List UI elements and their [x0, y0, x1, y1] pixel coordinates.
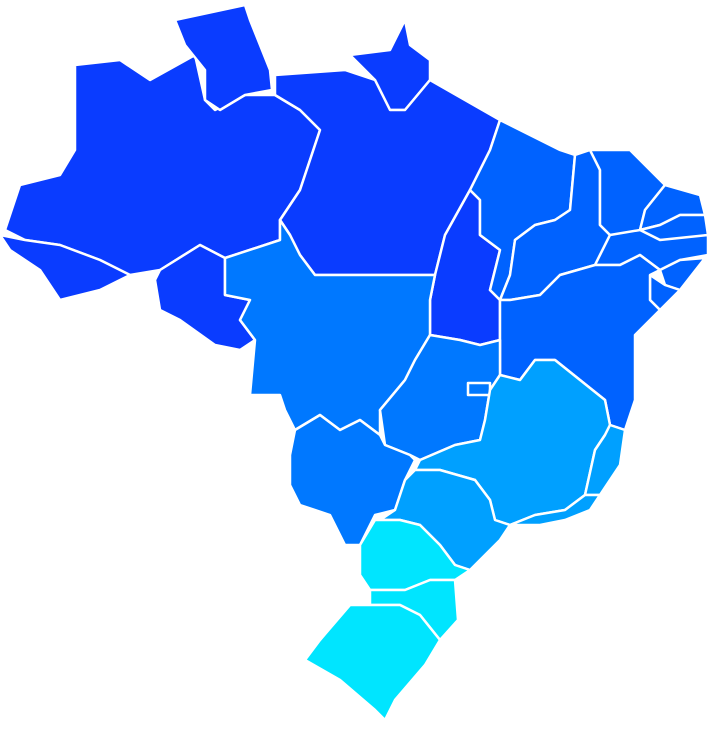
state-roraima[interactable]	[173, 3, 274, 112]
state-rio-de-janeiro[interactable]	[508, 493, 602, 527]
state-acre[interactable]	[0, 233, 132, 302]
federal-district[interactable]	[466, 381, 492, 397]
state-rio-grande-do-sul[interactable]	[303, 603, 442, 722]
state-alagoas[interactable]	[658, 256, 707, 292]
